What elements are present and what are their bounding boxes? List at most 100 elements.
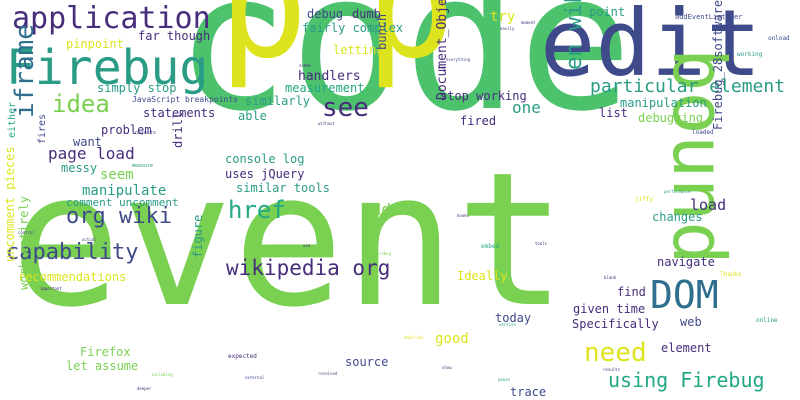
word-problem: problem xyxy=(101,123,152,137)
word-particular-element: particular element xyxy=(590,76,786,97)
word-idea: idea xyxy=(52,90,110,118)
word-objects: objects xyxy=(135,130,157,136)
word-point: point xyxy=(589,5,626,19)
word-figure: figure xyxy=(191,214,205,258)
word-everything: everything xyxy=(446,57,471,62)
word-uncomment-pieces: uncomment pieces xyxy=(3,146,17,262)
word-dom: DOM xyxy=(650,273,719,317)
word-comment-uncomment: comment uncomment xyxy=(66,196,179,209)
word-addeventlistener: addEventListener xyxy=(675,13,743,21)
word-use: use xyxy=(303,243,311,248)
word-bunch: bunch xyxy=(375,13,389,50)
word-actual: actual xyxy=(82,237,97,242)
word-manipulation: manipulation xyxy=(620,96,707,110)
word-loaded: loaded xyxy=(692,129,714,136)
word-want: want xyxy=(73,135,102,149)
word-easily: easily xyxy=(500,26,515,31)
word-moment: moment xyxy=(521,20,536,25)
word-tools: tools xyxy=(535,241,548,246)
word-modified: modified xyxy=(404,335,424,340)
word-results: results xyxy=(603,367,620,372)
word-try: try xyxy=(490,9,516,25)
word-firebug: Firebug xyxy=(6,40,209,96)
word-pinpoint: pinpoint xyxy=(66,37,124,51)
word-far-though: far though xyxy=(138,29,211,43)
word-load: load xyxy=(690,196,727,214)
word-online: online xyxy=(756,317,778,324)
word-source: source xyxy=(345,355,389,369)
word-recommendations: recommendations xyxy=(18,270,127,284)
word-embed: embed xyxy=(481,243,500,250)
word-statements: statements xyxy=(143,106,216,120)
word-ideally: Ideally xyxy=(457,269,508,283)
word-see: see xyxy=(322,93,369,123)
word-fairly-complex: fairly complex xyxy=(302,21,404,35)
word-handlers: handlers xyxy=(298,69,361,84)
word-fired: fired xyxy=(460,114,497,128)
word-p-1: p xyxy=(218,0,309,92)
word-debug: debug xyxy=(307,7,344,21)
word-web: web xyxy=(680,315,702,329)
word-deeper: deeper xyxy=(137,386,152,391)
word-firefox: Firefox xyxy=(80,345,131,359)
word-similarly: similarly xyxy=(245,94,311,108)
word-let-assume: let assume xyxy=(66,359,139,373)
word-pause: pause xyxy=(498,377,511,382)
word-either: either xyxy=(7,101,18,138)
word-messy: messy xyxy=(61,161,98,175)
word-console-log: console log xyxy=(225,152,305,166)
word-similar-tools: similar tools xyxy=(236,181,330,195)
word-show: show xyxy=(442,365,452,370)
word-stop-working: stop working xyxy=(440,89,527,103)
word-measure: measure xyxy=(132,163,154,169)
word-measurement: measurement xyxy=(285,81,365,95)
word-href: href xyxy=(228,196,286,224)
word-code: code xyxy=(175,0,633,153)
word-seem: seem xyxy=(100,167,134,183)
word-version: version xyxy=(499,322,516,327)
word-en-wikipedia: en wikipedia xyxy=(562,0,587,70)
word-manipulate: manipulate xyxy=(82,183,167,199)
word-trace: trace xyxy=(510,385,547,399)
word-bug: bug xyxy=(438,65,446,70)
word-drill: drill xyxy=(171,111,185,148)
word-working: working xyxy=(737,51,763,58)
word-navigate: navigate xyxy=(657,255,715,269)
word-document-object-model: Document_Object_Model xyxy=(435,0,450,100)
word-page-load: page load xyxy=(48,144,135,163)
word-specifically: Specifically xyxy=(572,317,659,331)
word-hooks: hooks xyxy=(457,213,470,218)
word-good: good xyxy=(435,331,469,347)
word-dumb: dumb xyxy=(352,7,381,21)
word-element: element xyxy=(661,341,712,355)
word-external: external xyxy=(245,375,265,380)
word-thanks: Thanks xyxy=(720,271,742,278)
word-blank: blank xyxy=(604,275,617,280)
word-application: application xyxy=(12,1,211,36)
word-control: control xyxy=(18,230,35,235)
word-seems: seems xyxy=(299,63,312,68)
word-p-2: p xyxy=(365,0,456,92)
word-using-firebug: using Firebug xyxy=(608,368,765,392)
word-jiffy: jiffy xyxy=(635,196,654,203)
word-including: including xyxy=(151,372,173,377)
word-wikipedia-org: wikipedia org xyxy=(226,256,391,280)
word-debugging: debugging xyxy=(638,111,704,125)
word-performance: performance xyxy=(664,189,691,194)
word-able: able xyxy=(238,109,267,123)
word-today: today xyxy=(495,311,532,325)
word-letting: letting xyxy=(333,43,384,57)
word-javascript-breakpoints: JavaScript breakpoints xyxy=(132,95,238,104)
word-simply-stop: simply stop xyxy=(97,81,177,95)
word-firebug-lowercase: firebug xyxy=(374,251,391,256)
word-uses-jquery: uses jQuery xyxy=(225,167,305,181)
word-one: one xyxy=(512,98,541,117)
word-need: need xyxy=(584,338,647,368)
word-onload: onload xyxy=(768,35,790,42)
word-add: add xyxy=(362,200,391,219)
word-important: important xyxy=(40,286,62,291)
word-expected: expected xyxy=(228,353,257,360)
word-find: find xyxy=(617,285,646,299)
word-list: list xyxy=(599,106,628,120)
